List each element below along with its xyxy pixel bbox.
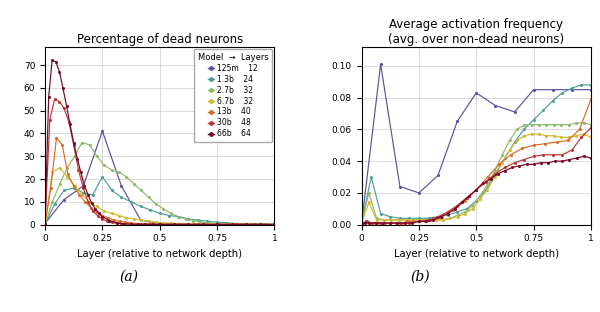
Legend: 125m    12, 1.3b    24, 2.7b    32, 6.7b    32, 13b    40, 30b    48, 66b    64: 125m 12, 1.3b 24, 2.7b 32, 6.7b 32, 13b … — [194, 49, 272, 142]
X-axis label: Layer (relative to network depth): Layer (relative to network depth) — [77, 249, 242, 259]
Title: Average activation frequency
(avg. over non-dead neurons): Average activation frequency (avg. over … — [388, 18, 565, 46]
Title: Percentage of dead neurons: Percentage of dead neurons — [77, 33, 243, 46]
Text: (a): (a) — [119, 270, 139, 284]
Text: (b): (b) — [410, 270, 430, 284]
X-axis label: Layer (relative to network depth): Layer (relative to network depth) — [394, 249, 559, 259]
